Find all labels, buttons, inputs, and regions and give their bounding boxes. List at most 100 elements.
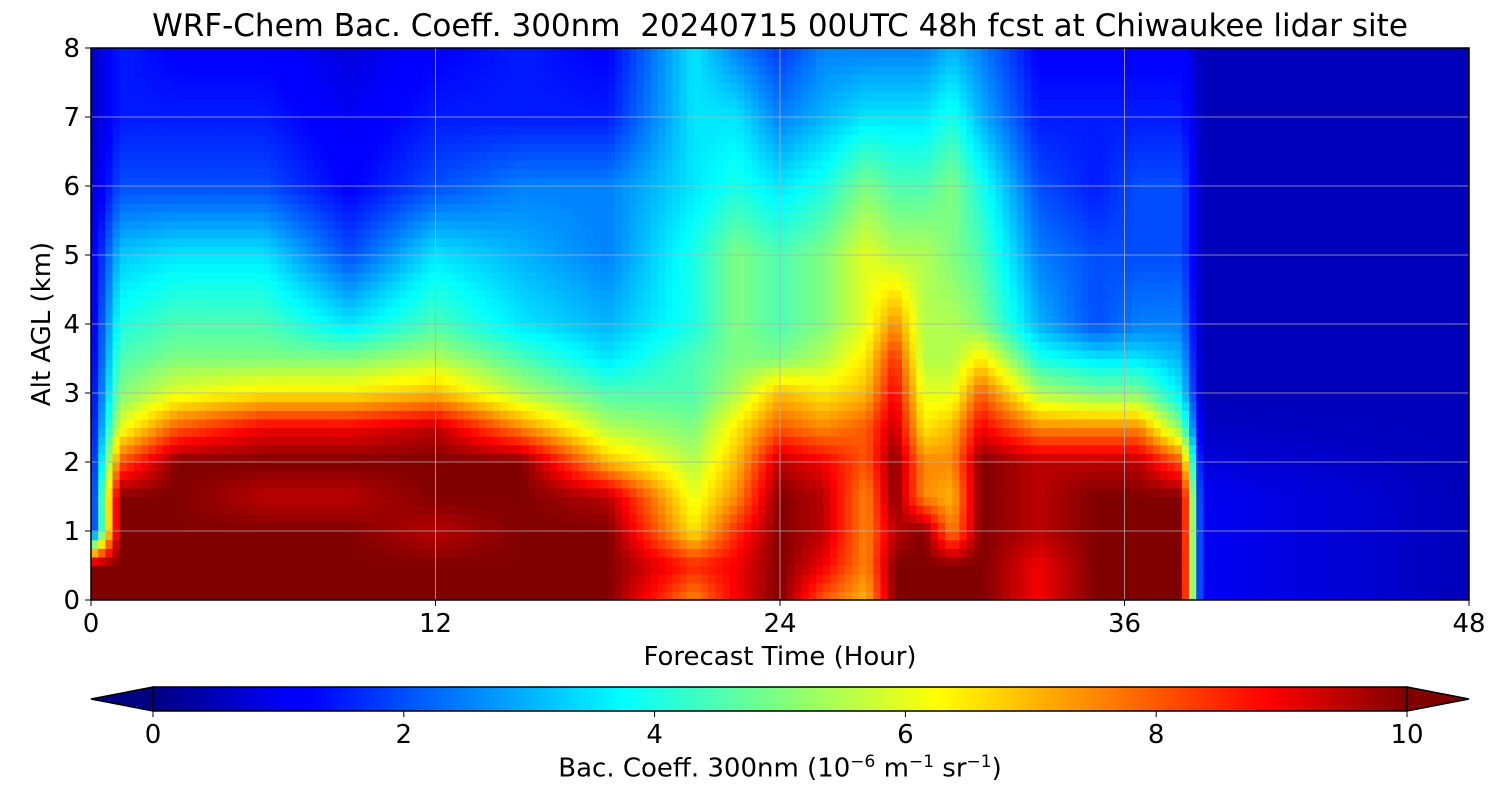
heatmap-cell — [902, 436, 910, 446]
heatmap-cell — [363, 522, 372, 532]
heatmap-cell — [134, 470, 142, 480]
heatmap-cell — [1052, 453, 1061, 463]
heatmap-cell — [256, 427, 264, 437]
heatmap-cell — [1354, 574, 1362, 584]
heatmap-cell — [894, 479, 903, 489]
heatmap-cell — [335, 410, 343, 420]
heatmap-cell — [600, 401, 609, 411]
heatmap-cell — [1418, 565, 1427, 575]
heatmap-cell — [1052, 401, 1061, 411]
heatmap-cell — [1447, 436, 1456, 446]
heatmap-cell — [887, 513, 896, 523]
heatmap-cell — [622, 539, 630, 549]
heatmap-cell — [1325, 393, 1334, 403]
heatmap-cell — [988, 513, 996, 523]
heatmap-cell — [1217, 444, 1226, 454]
heatmap-cell — [722, 453, 731, 463]
heatmap-cell — [1332, 384, 1341, 394]
heatmap-cell — [1067, 591, 1075, 600]
heatmap-cell — [370, 539, 379, 549]
heatmap-cell — [162, 470, 171, 480]
heatmap-cell — [830, 375, 839, 385]
heatmap-cell — [105, 444, 114, 454]
heatmap-cell — [923, 591, 932, 600]
heatmap-cell — [966, 401, 975, 411]
heatmap-cell — [126, 453, 135, 463]
heatmap-cell — [98, 565, 106, 575]
heatmap-cell — [356, 582, 365, 592]
heatmap-cell — [442, 470, 451, 480]
heatmap-cell — [1282, 384, 1291, 394]
heatmap-cell — [1217, 505, 1226, 515]
heatmap-cell — [1102, 410, 1111, 420]
heatmap-cell — [686, 487, 695, 498]
heatmap-cell — [234, 427, 243, 437]
heatmap-cell — [349, 505, 358, 515]
heatmap-cell — [234, 505, 243, 515]
heatmap-cell — [213, 375, 221, 385]
heatmap-cell — [1045, 401, 1054, 411]
heatmap-cell — [184, 410, 193, 420]
heatmap-cell — [1311, 548, 1319, 558]
heatmap-cell — [514, 470, 523, 480]
heatmap-cell — [808, 436, 817, 446]
heatmap-cell — [485, 531, 494, 541]
heatmap-cell — [220, 487, 228, 498]
heatmap-cell — [1124, 496, 1133, 506]
heatmap-cell — [1390, 548, 1398, 558]
heatmap-cell — [198, 574, 207, 584]
heatmap-cell — [557, 453, 566, 463]
heatmap-cell — [1131, 539, 1140, 549]
heatmap-cell — [162, 479, 171, 489]
heatmap-cell — [887, 479, 896, 489]
heatmap-cell — [126, 479, 135, 489]
heatmap-cell — [1124, 444, 1133, 454]
heatmap-cell — [959, 470, 968, 480]
heatmap-cell — [815, 444, 824, 454]
heatmap-cell — [1354, 444, 1362, 454]
heatmap-cell — [643, 393, 652, 403]
heatmap-cell — [507, 462, 516, 472]
heatmap-cell — [823, 418, 831, 429]
heatmap-cell — [686, 462, 695, 472]
heatmap-cell — [299, 496, 307, 506]
heatmap-cell — [679, 479, 688, 489]
heatmap-cell — [1203, 444, 1212, 454]
heatmap-cell — [1067, 513, 1075, 523]
heatmap-cell — [923, 453, 932, 463]
heatmap-cell — [148, 591, 157, 600]
heatmap-cell — [772, 410, 781, 420]
heatmap-cell — [657, 487, 666, 498]
heatmap-cell — [837, 418, 846, 429]
heatmap-cell — [478, 427, 487, 437]
heatmap-cell — [1275, 496, 1283, 506]
heatmap-cell — [622, 574, 630, 584]
heatmap-cell — [198, 591, 207, 600]
heatmap-cell — [837, 539, 846, 549]
heatmap-cell — [1146, 487, 1154, 498]
heatmap-cell — [1138, 548, 1147, 558]
heatmap-cell — [241, 513, 250, 523]
heatmap-cell — [1440, 513, 1449, 523]
heatmap-cell — [787, 401, 795, 411]
heatmap-cell — [729, 548, 738, 558]
heatmap-cell — [643, 453, 652, 463]
heatmap-cell — [320, 436, 329, 446]
heatmap-cell — [148, 505, 157, 515]
heatmap-cell — [421, 582, 429, 592]
heatmap-cell — [679, 418, 688, 429]
heatmap-cell — [937, 539, 946, 549]
heatmap-cell — [263, 531, 272, 541]
heatmap-cell — [378, 410, 386, 420]
heatmap-cell — [521, 410, 530, 420]
heatmap-cell — [1203, 539, 1212, 549]
heatmap-cell — [198, 401, 207, 411]
heatmap-cell — [191, 582, 200, 592]
heatmap-cell — [1447, 539, 1456, 549]
heatmap-cell — [1260, 591, 1269, 600]
heatmap-cell — [169, 479, 178, 489]
heatmap-cell — [959, 565, 968, 575]
heatmap-cell — [162, 574, 171, 584]
heatmap-cell — [1052, 462, 1061, 472]
heatmap-cell — [1045, 453, 1054, 463]
